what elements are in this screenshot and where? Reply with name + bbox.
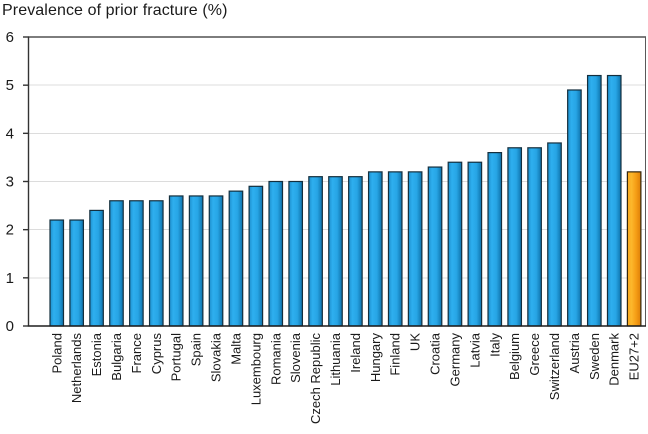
chart-title: Prevalence of prior fracture (%) xyxy=(2,2,228,19)
bar xyxy=(69,219,85,327)
bar xyxy=(487,152,503,327)
bar xyxy=(328,176,343,327)
bar xyxy=(387,171,403,327)
bar xyxy=(308,176,323,327)
bar xyxy=(208,195,224,327)
bar xyxy=(109,200,124,327)
x-tick-label: Slovenia xyxy=(288,332,303,383)
x-tick-label: Belgium xyxy=(507,333,522,380)
x-tick-label: Malta xyxy=(228,332,243,365)
y-tick-label: 6 xyxy=(6,29,14,46)
x-tick-label: Poland xyxy=(49,333,64,373)
x-tick-label: Hungary xyxy=(368,333,383,383)
bar xyxy=(567,89,582,327)
x-tick-label: Spain xyxy=(189,333,204,366)
x-tick-label: Netherlands xyxy=(69,333,84,404)
x-tick-label: Slovakia xyxy=(209,332,224,382)
bar xyxy=(367,171,383,327)
bar xyxy=(89,209,104,327)
x-tick-label: Germany xyxy=(447,333,462,387)
bar xyxy=(527,147,542,327)
y-tick-label: 4 xyxy=(6,125,14,142)
bar xyxy=(407,171,423,327)
bar xyxy=(586,74,602,327)
y-tick-label: 2 xyxy=(6,222,14,239)
x-tick-label: Portugal xyxy=(169,333,184,382)
x-tick-label: UK xyxy=(408,333,423,351)
bar xyxy=(427,166,443,327)
x-tick-label: Ireland xyxy=(348,333,363,373)
bar xyxy=(547,142,562,327)
x-tick-label: Czech Republic xyxy=(308,333,323,425)
bar xyxy=(447,161,463,327)
y-tick-label: 3 xyxy=(6,174,14,191)
x-tick-label: France xyxy=(129,333,144,373)
bar xyxy=(49,219,65,327)
x-tick-label: Croatia xyxy=(428,332,443,375)
y-tick-label: 5 xyxy=(6,77,14,94)
bar-highlight xyxy=(626,171,642,327)
x-tick-label: Switzerland xyxy=(547,333,562,400)
x-tick-label: Italy xyxy=(487,333,502,357)
x-tick-label: Greece xyxy=(527,333,542,376)
x-tick-label: Finland xyxy=(388,333,403,376)
x-tick-label: Denmark xyxy=(607,333,622,386)
bar xyxy=(148,200,164,327)
x-tick-label: Lithuania xyxy=(328,332,343,386)
bar xyxy=(467,161,483,327)
x-tick-label: Estonia xyxy=(89,332,104,376)
y-tick-label: 1 xyxy=(6,270,14,287)
y-tick-label: 0 xyxy=(6,318,14,335)
bar xyxy=(168,195,184,327)
x-tick-label: Sweden xyxy=(587,333,602,380)
bar xyxy=(268,180,284,327)
bar xyxy=(507,147,523,327)
bar xyxy=(288,180,304,327)
x-tick-label: EU27+2 xyxy=(627,333,642,380)
x-tick-label: Luxembourg xyxy=(248,333,263,405)
bar xyxy=(188,195,204,327)
x-tick-label: Cyprus xyxy=(149,333,164,375)
bar xyxy=(129,200,144,327)
bar xyxy=(348,176,363,327)
bar xyxy=(606,74,622,327)
x-tick-label: Austria xyxy=(567,332,582,373)
x-tick-label: Romania xyxy=(268,332,283,385)
x-tick-label: Latvia xyxy=(467,332,482,367)
x-tick-label: Bulgaria xyxy=(109,332,124,380)
bar xyxy=(228,190,244,327)
bar xyxy=(248,185,264,327)
